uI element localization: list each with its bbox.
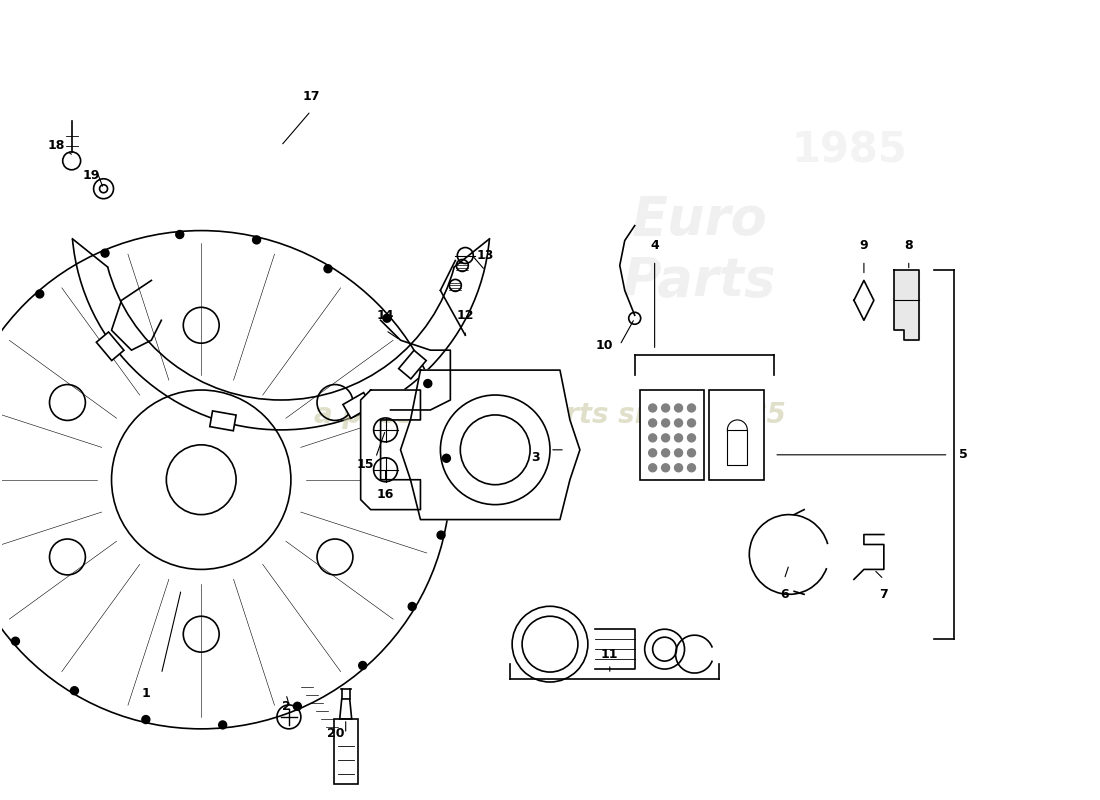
Text: 19: 19 <box>82 170 100 182</box>
Circle shape <box>408 602 416 610</box>
Text: 3: 3 <box>530 451 539 464</box>
Circle shape <box>294 702 301 710</box>
Bar <box>210 411 236 430</box>
Circle shape <box>661 434 670 442</box>
Circle shape <box>324 265 332 273</box>
Circle shape <box>101 249 109 257</box>
Bar <box>343 393 372 418</box>
Polygon shape <box>595 630 635 669</box>
Circle shape <box>674 434 682 442</box>
Text: 6: 6 <box>780 588 789 601</box>
Circle shape <box>688 464 695 472</box>
Circle shape <box>688 419 695 427</box>
Circle shape <box>70 686 78 694</box>
Text: 1: 1 <box>142 687 151 701</box>
Circle shape <box>383 314 390 322</box>
Text: 14: 14 <box>377 309 394 322</box>
Circle shape <box>661 404 670 412</box>
Circle shape <box>688 404 695 412</box>
Circle shape <box>142 715 150 723</box>
Circle shape <box>35 290 44 298</box>
Circle shape <box>649 449 657 457</box>
Text: 9: 9 <box>859 239 868 252</box>
Circle shape <box>661 464 670 472</box>
Text: 12: 12 <box>456 309 474 322</box>
Text: 7: 7 <box>880 588 888 601</box>
Text: 4: 4 <box>650 239 659 252</box>
Circle shape <box>649 404 657 412</box>
Circle shape <box>674 404 682 412</box>
Circle shape <box>661 419 670 427</box>
Text: 2: 2 <box>282 701 290 714</box>
Circle shape <box>649 464 657 472</box>
Text: 20: 20 <box>327 727 344 740</box>
Text: a passion for parts since 1985: a passion for parts since 1985 <box>315 401 785 429</box>
Circle shape <box>688 449 695 457</box>
Text: Euro
Parts: Euro Parts <box>623 194 777 306</box>
Text: 17: 17 <box>302 90 320 102</box>
Circle shape <box>661 449 670 457</box>
Polygon shape <box>340 699 352 719</box>
Bar <box>710 390 764 480</box>
Circle shape <box>674 464 682 472</box>
Circle shape <box>359 662 366 670</box>
Text: 15: 15 <box>356 458 374 471</box>
Circle shape <box>219 721 227 729</box>
Circle shape <box>437 531 446 539</box>
Bar <box>333 719 358 784</box>
Text: 10: 10 <box>596 338 614 352</box>
Text: 13: 13 <box>476 249 494 262</box>
Circle shape <box>442 454 450 462</box>
Circle shape <box>424 379 432 387</box>
Text: 1985: 1985 <box>791 130 906 172</box>
Polygon shape <box>894 270 918 340</box>
Circle shape <box>11 638 20 645</box>
Circle shape <box>253 236 261 244</box>
Circle shape <box>649 434 657 442</box>
Bar <box>727 430 747 465</box>
Bar <box>398 350 426 379</box>
Bar <box>97 332 124 361</box>
Polygon shape <box>400 370 580 519</box>
Text: 16: 16 <box>377 488 394 501</box>
Circle shape <box>688 434 695 442</box>
Bar <box>640 390 704 480</box>
Circle shape <box>176 230 184 238</box>
Circle shape <box>649 419 657 427</box>
Circle shape <box>674 419 682 427</box>
Text: 5: 5 <box>959 448 968 462</box>
Text: 8: 8 <box>904 239 913 252</box>
Text: 18: 18 <box>48 139 65 152</box>
Polygon shape <box>361 390 420 510</box>
Circle shape <box>674 449 682 457</box>
Text: 11: 11 <box>601 648 618 661</box>
